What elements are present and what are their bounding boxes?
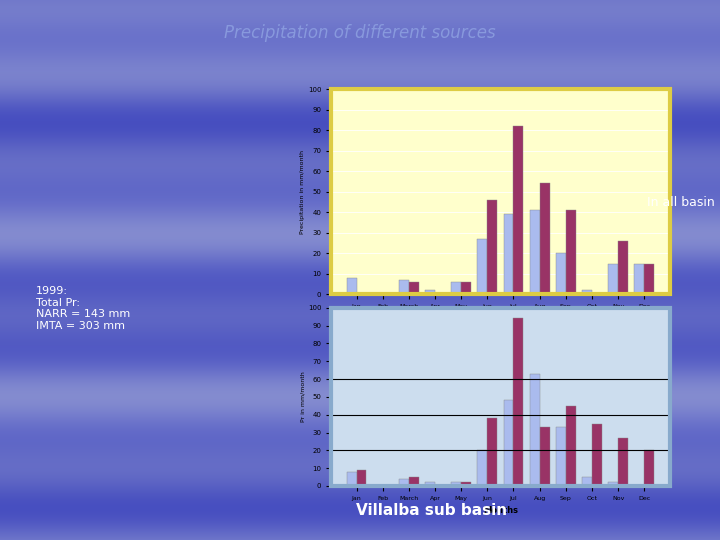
Bar — [477, 450, 487, 486]
Y-axis label: Precipitation in mm/month: Precipitation in mm/month — [300, 150, 305, 234]
Bar — [592, 423, 602, 486]
Bar — [399, 280, 409, 294]
Bar — [634, 264, 644, 294]
Bar — [477, 239, 487, 294]
Y-axis label: Pr in mm/month: Pr in mm/month — [300, 372, 305, 422]
Bar — [644, 264, 654, 294]
Bar — [566, 406, 576, 486]
Bar — [503, 214, 513, 294]
Bar — [399, 479, 409, 486]
Bar — [608, 264, 618, 294]
Bar — [356, 470, 366, 486]
Bar — [487, 418, 498, 486]
Bar — [582, 477, 592, 486]
Bar — [462, 482, 471, 486]
X-axis label: Months: Months — [483, 507, 518, 515]
Bar — [582, 290, 592, 294]
Bar — [618, 241, 628, 294]
Bar — [608, 482, 618, 486]
Text: Villalba sub basin: Villalba sub basin — [356, 503, 508, 518]
Text: In all basin: In all basin — [647, 196, 714, 209]
Bar — [566, 210, 576, 294]
Bar — [409, 477, 419, 486]
Bar — [451, 282, 462, 294]
Bar — [462, 282, 471, 294]
Bar — [618, 438, 628, 486]
Bar — [513, 319, 523, 486]
Text: Precipitation of different sources: Precipitation of different sources — [224, 24, 496, 42]
Bar — [513, 126, 523, 294]
Legend: Precipitation NARR, Precipitation IMTA: Precipitation NARR, Precipitation IMTA — [438, 344, 563, 353]
Bar — [451, 482, 462, 486]
Bar — [539, 184, 549, 294]
Text: 1999:
Total Pr:
NARR = 143 mm
IMTA = 303 mm: 1999: Total Pr: NARR = 143 mm IMTA = 303… — [36, 286, 130, 331]
Bar — [409, 282, 419, 294]
Bar — [503, 401, 513, 486]
Bar — [487, 200, 498, 294]
Bar — [346, 472, 356, 486]
Bar — [556, 253, 566, 294]
Bar — [530, 374, 539, 486]
Bar — [425, 482, 435, 486]
Bar — [425, 290, 435, 294]
Bar — [644, 450, 654, 486]
Bar — [539, 427, 549, 486]
Bar — [556, 427, 566, 486]
Bar — [530, 210, 539, 294]
X-axis label: Months: Months — [482, 315, 519, 323]
Bar — [346, 278, 356, 294]
